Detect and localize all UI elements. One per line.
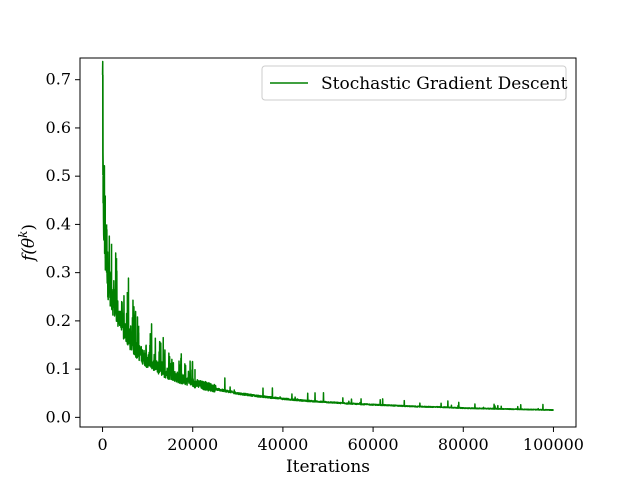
y-axis-label: f(θk) — [16, 224, 39, 263]
y-tick-label: 0.5 — [46, 166, 71, 185]
legend-label: Stochastic Gradient Descent — [321, 74, 568, 94]
x-tick-label: 20000 — [167, 435, 218, 454]
legend: Stochastic Gradient Descent — [261, 65, 568, 101]
y-tick-label: 0.1 — [46, 359, 71, 378]
x-tick-label: 80000 — [438, 435, 489, 454]
y-axis-label-base: f(θ — [19, 238, 39, 263]
x-tick-label: 60000 — [348, 435, 399, 454]
y-tick-label: 0.6 — [46, 118, 71, 137]
y-tick-label: 0.3 — [46, 263, 71, 282]
y-tick-label: 0.4 — [46, 214, 71, 233]
legend-box — [261, 65, 567, 101]
y-tick-label: 0.2 — [46, 311, 71, 330]
y-axis-label-end: ) — [19, 224, 39, 231]
x-tick-label: 40000 — [257, 435, 308, 454]
plot-area — [101, 60, 555, 412]
series-line-sgd-spikes — [102, 74, 196, 385]
y-tick-label: 0.7 — [46, 70, 71, 89]
axes: 0 20000 40000 60000 80000 100000 0.0 0.1 0.2 0.3 0… — [46, 57, 584, 454]
y-tick-label: 0.0 — [46, 407, 71, 426]
y-axis-label-sup: k — [16, 231, 30, 238]
x-tick-label: 100000 — [523, 435, 584, 454]
x-tick-label: 0 — [97, 435, 107, 454]
plot-frame — [79, 57, 577, 428]
x-axis-label: Iterations — [286, 457, 370, 477]
series-line-sgd — [101, 60, 555, 412]
